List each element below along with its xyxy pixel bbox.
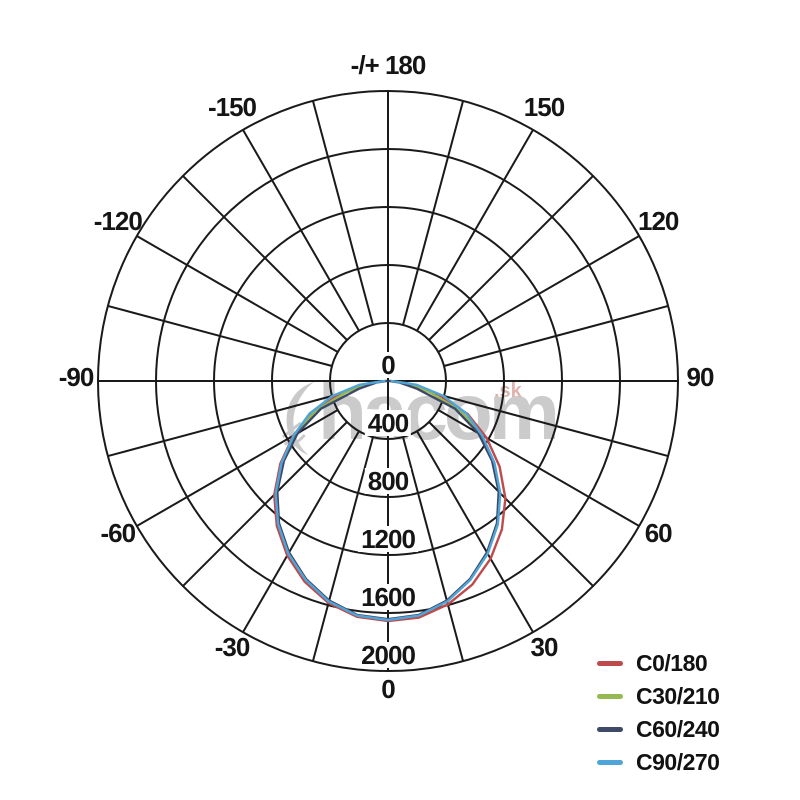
grid-spoke [428, 175, 594, 341]
legend-swatch [597, 661, 623, 666]
legend-swatch [597, 727, 623, 732]
watermark-suffix: .sk [494, 380, 522, 402]
legend-row: C30/210 [597, 680, 720, 713]
legend-row: C0/180 [597, 647, 719, 680]
legend-label: C90/270 [636, 749, 720, 775]
grid-spoke [311, 436, 374, 662]
grid-spoke [428, 421, 594, 587]
legend-row: C60/240 [597, 713, 720, 746]
legend-swatch [597, 760, 623, 765]
legend-label: C60/240 [636, 716, 720, 742]
grid-spoke [443, 395, 669, 458]
grid-spoke [402, 100, 465, 326]
grid-spoke [182, 421, 348, 587]
legend-label: C0/180 [636, 650, 708, 676]
grid-spoke [443, 304, 669, 367]
legend-label: C30/210 [636, 683, 720, 709]
grid-spoke [416, 129, 534, 332]
grid-spoke [437, 235, 640, 353]
grid-spoke [107, 304, 333, 367]
grid-spoke [182, 175, 348, 341]
grid-spoke [242, 129, 360, 332]
grid-spoke [242, 430, 360, 633]
grid-spoke [416, 430, 534, 633]
legend: C0/180 C30/210 C60/240 C90/270 [597, 647, 720, 779]
legend-row: C90/270 [597, 746, 720, 779]
curve-C90-270 [274, 379, 502, 622]
grid-spoke [402, 436, 465, 662]
grid-spoke [437, 409, 640, 527]
grid-spoke [107, 395, 333, 458]
legend-swatch [597, 694, 623, 699]
grid-spoke [136, 235, 339, 353]
grid-spoke [136, 409, 339, 527]
grid-spoke [311, 100, 374, 326]
